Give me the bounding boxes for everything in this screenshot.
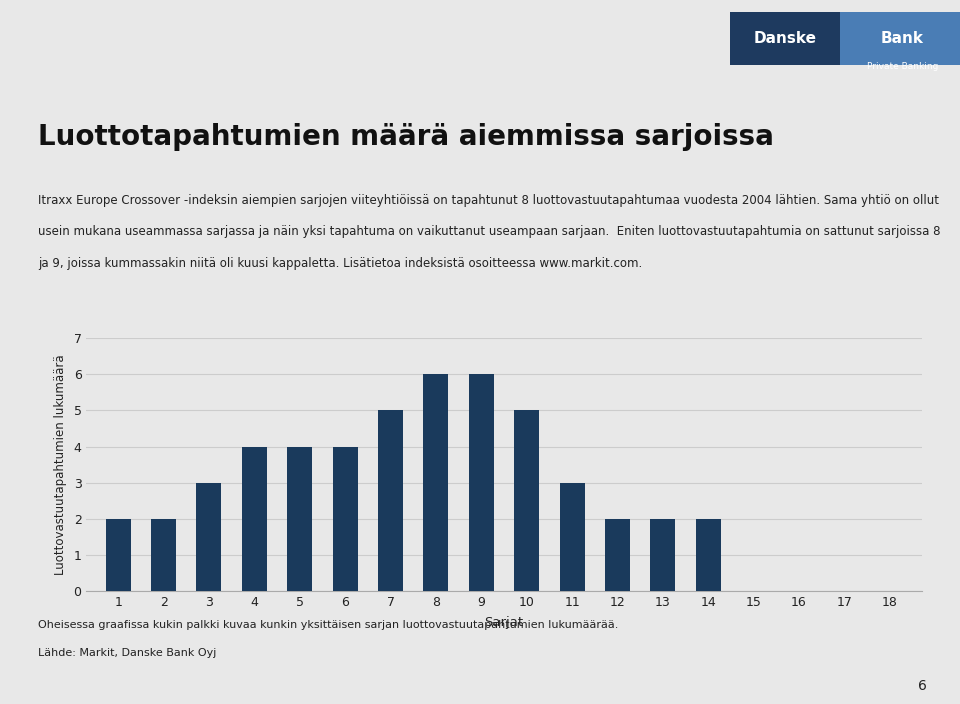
Text: Danske: Danske <box>754 31 816 46</box>
Bar <box>650 519 675 591</box>
Bar <box>151 519 176 591</box>
Bar <box>605 519 630 591</box>
Y-axis label: Luottovastuutapahtumien lukumäärä: Luottovastuutapahtumien lukumäärä <box>54 354 66 575</box>
Text: Lähde: Markit, Danske Bank Oyj: Lähde: Markit, Danske Bank Oyj <box>38 648 217 658</box>
Text: Luottotapahtumien määrä aiemmissa sarjoissa: Luottotapahtumien määrä aiemmissa sarjoi… <box>38 123 775 151</box>
Text: Oheisessa graafissa kukin palkki kuvaa kunkin yksittäisen sarjan luottovastuutap: Oheisessa graafissa kukin palkki kuvaa k… <box>38 620 619 629</box>
Bar <box>287 446 312 591</box>
Text: usein mukana useammassa sarjassa ja näin yksi tapahtuma on vaikuttanut useampaan: usein mukana useammassa sarjassa ja näin… <box>38 225 941 238</box>
Bar <box>423 374 448 591</box>
Bar <box>840 12 960 65</box>
Bar <box>378 410 403 591</box>
Bar <box>730 12 840 65</box>
Bar <box>468 374 493 591</box>
Bar <box>696 519 721 591</box>
Bar <box>560 483 585 591</box>
Bar <box>515 410 540 591</box>
Text: Itraxx Europe Crossover -indeksin aiempien sarjojen viiteyhtiöissä on tapahtunut: Itraxx Europe Crossover -indeksin aiempi… <box>38 194 940 206</box>
Text: Bank: Bank <box>881 31 924 46</box>
Text: ja 9, joissa kummassakin niitä oli kuusi kappaletta. Lisätietoa indeksistä osoit: ja 9, joissa kummassakin niitä oli kuusi… <box>38 257 642 270</box>
Text: Private Banking: Private Banking <box>867 62 938 71</box>
Bar <box>333 446 358 591</box>
Bar <box>242 446 267 591</box>
X-axis label: Sarjat: Sarjat <box>485 616 523 629</box>
Bar <box>197 483 222 591</box>
Text: 6: 6 <box>918 679 926 693</box>
Bar <box>106 519 131 591</box>
